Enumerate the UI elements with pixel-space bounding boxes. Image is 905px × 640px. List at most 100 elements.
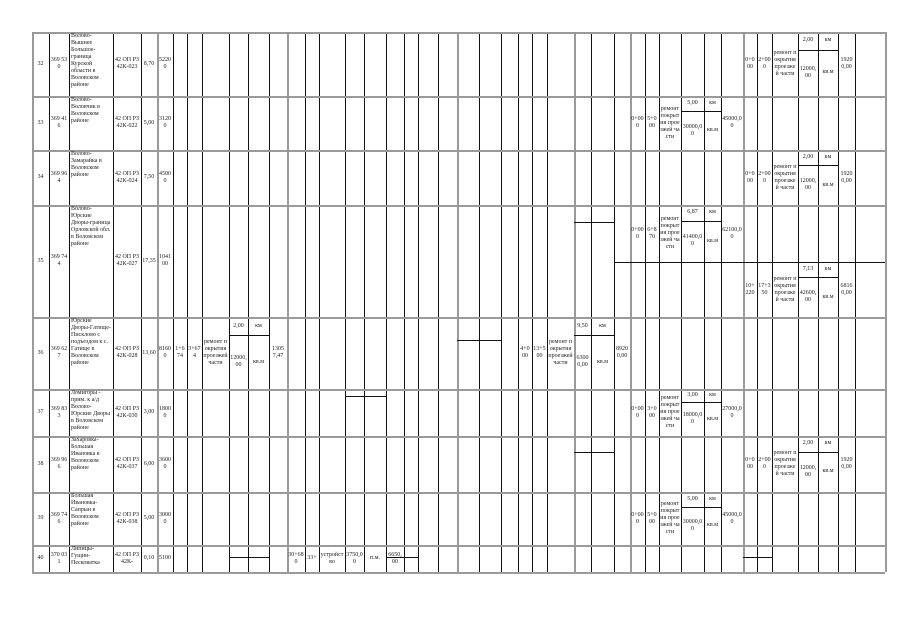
work-length-km: 6,87 <box>687 209 698 216</box>
row-number: 35 <box>37 257 44 264</box>
column-divider <box>32 32 34 572</box>
road-cost: 18000 <box>159 405 171 419</box>
road-code: 42 ОП РЗ 42К-022 <box>114 116 140 129</box>
work-total-cost: 45000,00 <box>722 511 742 525</box>
column-divider <box>532 32 533 572</box>
cell-divider <box>798 277 838 279</box>
row-divider <box>32 205 885 207</box>
work-type: ремонт покрытия проезжей части <box>660 216 680 250</box>
row-number: 32 <box>37 60 44 67</box>
row-divider <box>32 389 885 391</box>
road-length: 13,60 <box>142 349 156 356</box>
road-id: 369 627 <box>50 346 68 359</box>
work-area: 42600,00 <box>799 290 817 304</box>
column-divider <box>305 32 306 572</box>
unit-area: кв.м <box>822 69 834 76</box>
work-type: ремонт покрытия проезжей части <box>660 501 680 535</box>
unit: п.м. <box>369 555 380 561</box>
cell-divider <box>798 49 838 51</box>
road-cost: 45000 <box>159 170 171 184</box>
column-divider <box>319 32 320 572</box>
work-end-km: 6+870 <box>647 226 657 240</box>
column-divider <box>49 32 50 572</box>
road-length: 0,10 <box>143 555 155 561</box>
cell-divider <box>457 340 501 341</box>
work-length-km: 9,50 <box>577 322 588 329</box>
row-divider <box>32 436 885 438</box>
column-divider <box>345 32 346 572</box>
work-end-km: 3+674 <box>188 346 201 359</box>
unit-km: км <box>709 392 716 399</box>
cell-divider <box>574 222 614 223</box>
work-total-cost: 45000,00 <box>722 116 742 129</box>
unit-km: км <box>709 495 716 502</box>
work-end-km: 5+000 <box>647 116 657 129</box>
work-length-km: 7,13 <box>802 266 814 273</box>
column-divider <box>269 32 270 572</box>
road-code: 42 ОП РЗ 42К- <box>114 551 140 565</box>
row-number: 39 <box>37 515 44 521</box>
work-total-cost: 6650,00 <box>388 551 402 565</box>
road-id: 369 746 <box>50 511 68 525</box>
row-number: 37 <box>37 409 44 415</box>
work-length-km: 2,00 <box>802 37 814 44</box>
unit-area: кв.м <box>252 358 265 365</box>
column-divider <box>248 32 249 572</box>
road-length: 6,00 <box>143 460 155 467</box>
work-area: 30000,00 <box>682 123 703 137</box>
column-divider <box>574 32 576 572</box>
work-end-km: 13+500 <box>533 346 546 359</box>
cell-divider <box>681 402 721 404</box>
work-end-km: 17+350 <box>758 282 771 296</box>
work-total-cost: 19200,00 <box>840 57 853 70</box>
road-name: Волово-Вышнее Большое-граница Курской об… <box>71 33 99 88</box>
row-number: 38 <box>37 460 44 467</box>
column-divider <box>518 32 519 572</box>
column-divider <box>229 32 230 572</box>
unit-km: км <box>824 37 832 44</box>
work-start-km: 0+000 <box>631 511 644 525</box>
column-divider <box>681 32 682 572</box>
road-name: Липицы-Гущин-Песковатка <box>71 546 100 566</box>
road-name: Захаровка-Большая Ивановка в Воловском р… <box>71 437 100 471</box>
row-divider <box>32 492 885 494</box>
column-divider <box>772 32 773 572</box>
unit-area: кв.м <box>706 522 719 529</box>
road-cost: 81600 <box>159 346 171 359</box>
row-divider <box>32 150 885 152</box>
work-area: 12000,00 <box>230 355 247 368</box>
column-divider <box>202 32 203 572</box>
cell-divider <box>386 557 418 558</box>
unit-km: км <box>824 266 832 273</box>
work-end-km: 2+000 <box>758 170 771 184</box>
road-id: 369 416 <box>50 116 68 129</box>
work-area: 12000,00 <box>799 65 817 79</box>
column-divider <box>173 32 174 572</box>
work-start-km: 10+220 <box>745 282 755 296</box>
road-code: 42 ОП РЗ 42К-028 <box>114 346 140 359</box>
unit-area: кв.м <box>822 293 834 300</box>
column-divider <box>757 32 758 572</box>
road-name: Волово-Юрские Дворы-граница Орловской об… <box>71 206 111 247</box>
road-length: 5,00 <box>143 119 155 126</box>
work-end-km: 33+ <box>307 555 317 561</box>
road-code: 42 ОП РЗ 42К-037 <box>114 457 140 470</box>
work-length-km: 2,00 <box>233 322 244 329</box>
road-name: Большая Ивановка-Сапрын в Воловском райо… <box>71 493 99 527</box>
work-area: 12000,00 <box>799 464 817 478</box>
work-type: ремонт покрытия проезжей части <box>203 339 228 366</box>
row-number: 40 <box>37 555 44 561</box>
work-start-km: 0+000 <box>745 170 755 184</box>
work-type: ремонт покрытия проезжей части <box>548 339 573 366</box>
work-type: ремонт покрытия проезжей части <box>660 105 680 140</box>
column-divider <box>743 32 745 572</box>
work-end-km: 5+000 <box>647 511 657 525</box>
column-divider <box>364 32 365 572</box>
work-length-km: 2,00 <box>802 154 814 161</box>
road-length: 8,70 <box>143 60 155 67</box>
row-divider <box>32 317 885 319</box>
road-cost: 104100 <box>159 254 171 267</box>
work-area: 30000,00 <box>682 518 703 532</box>
road-code: 42 ОП РЗ 42К-038 <box>114 511 140 525</box>
column-divider <box>457 32 459 572</box>
